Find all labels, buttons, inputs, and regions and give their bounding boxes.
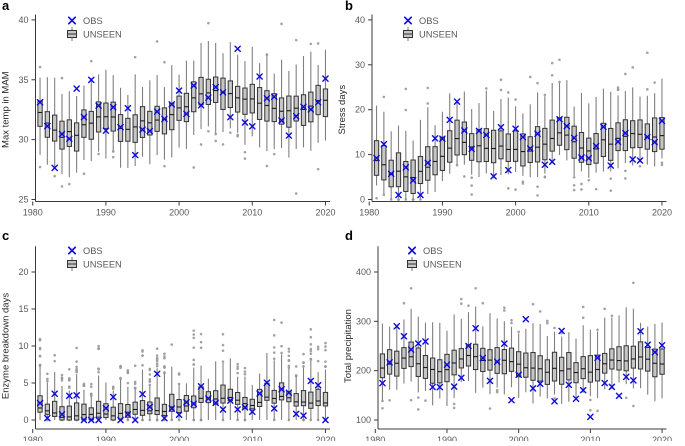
svg-text:400: 400 — [356, 267, 371, 277]
svg-text:a: a — [2, 0, 10, 13]
svg-text:2010: 2010 — [242, 208, 262, 218]
svg-text:c: c — [2, 228, 9, 243]
svg-text:1980: 1980 — [359, 208, 379, 218]
svg-text:2010: 2010 — [242, 435, 262, 441]
svg-text:UNSEEN: UNSEEN — [419, 29, 458, 39]
svg-text:1980: 1980 — [365, 435, 385, 441]
svg-text:b: b — [345, 0, 353, 13]
svg-text:2010: 2010 — [579, 208, 599, 218]
svg-text:20: 20 — [355, 105, 365, 115]
svg-text:UNSEEN: UNSEEN — [83, 259, 122, 269]
svg-text:100: 100 — [356, 415, 371, 425]
svg-text:0: 0 — [23, 415, 28, 425]
svg-text:15: 15 — [18, 304, 28, 314]
svg-text:2000: 2000 — [169, 208, 189, 218]
svg-text:40: 40 — [18, 15, 28, 25]
svg-text:Stress days: Stress days — [337, 85, 348, 135]
svg-text:35: 35 — [18, 75, 28, 85]
svg-text:2020: 2020 — [652, 208, 672, 218]
svg-text:10: 10 — [18, 341, 28, 351]
svg-text:1990: 1990 — [96, 208, 116, 218]
svg-text:OBS: OBS — [83, 246, 103, 256]
svg-text:5: 5 — [23, 378, 28, 388]
svg-text:UNSEEN: UNSEEN — [83, 29, 122, 39]
svg-text:200: 200 — [356, 366, 371, 376]
svg-text:2000: 2000 — [169, 435, 189, 441]
svg-text:Enzyme breakdown days: Enzyme breakdown days — [1, 293, 12, 399]
svg-text:2000: 2000 — [506, 208, 526, 218]
svg-text:Total precipitation: Total precipitation — [343, 309, 354, 383]
svg-text:30: 30 — [18, 135, 28, 145]
svg-text:1980: 1980 — [23, 435, 43, 441]
svg-text:0: 0 — [360, 195, 365, 205]
svg-text:OBS: OBS — [423, 246, 443, 256]
svg-text:2010: 2010 — [580, 435, 600, 441]
svg-text:20: 20 — [18, 267, 28, 277]
svg-text:2020: 2020 — [652, 435, 672, 441]
svg-text:40: 40 — [355, 15, 365, 25]
svg-text:2000: 2000 — [509, 435, 529, 441]
svg-text:300: 300 — [356, 316, 371, 326]
svg-text:2020: 2020 — [315, 208, 335, 218]
svg-text:2020: 2020 — [315, 435, 335, 441]
svg-text:OBS: OBS — [419, 16, 439, 26]
svg-text:1990: 1990 — [96, 435, 116, 441]
svg-text:1980: 1980 — [23, 208, 43, 218]
svg-text:1990: 1990 — [432, 208, 452, 218]
svg-text:30: 30 — [355, 60, 365, 70]
svg-text:10: 10 — [355, 150, 365, 160]
svg-text:Max temp in MAM: Max temp in MAM — [1, 71, 12, 148]
svg-text:UNSEEN: UNSEEN — [423, 259, 462, 269]
svg-text:d: d — [345, 228, 353, 243]
svg-text:1990: 1990 — [437, 435, 457, 441]
svg-text:OBS: OBS — [83, 16, 103, 26]
svg-text:25: 25 — [18, 195, 28, 205]
